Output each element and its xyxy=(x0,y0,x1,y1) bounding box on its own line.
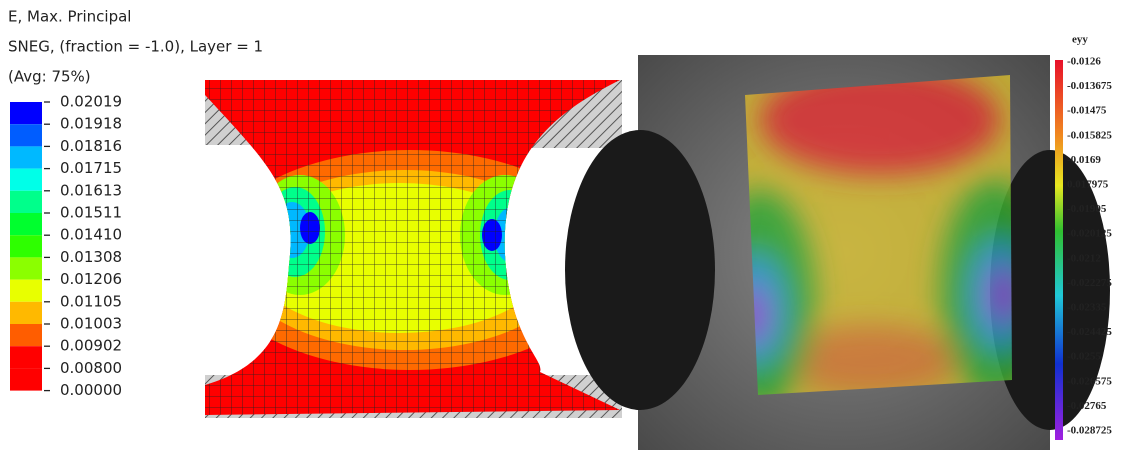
legend-label: -0.015825 xyxy=(1067,129,1112,141)
legend-label: 0.017975 xyxy=(1067,179,1109,191)
legend-title: E, Max. Principal SNEG, (fraction = -1.0)… xyxy=(8,8,263,86)
legend-label: -0.02335 xyxy=(1067,302,1107,314)
legend-title: SNEG, (fraction = -1.0), Layer = 1 xyxy=(8,38,263,56)
legend-label: -0.026575 xyxy=(1067,375,1112,387)
color-swatch xyxy=(10,279,42,302)
legend-label: 0.01511 xyxy=(60,204,122,222)
color-swatch xyxy=(10,324,42,347)
legend-label: 0.01308 xyxy=(60,248,122,266)
legend-label: -0.01475 xyxy=(1067,105,1107,117)
color-swatch xyxy=(10,102,42,125)
legend-label: 0.00902 xyxy=(60,337,122,355)
color-swatch xyxy=(10,301,42,324)
legend-label: -0.0169 xyxy=(1067,154,1101,166)
legend-label: -0.028725 xyxy=(1067,425,1112,437)
legend-label: 0.01918 xyxy=(60,115,122,133)
legend-label: -0.013675 xyxy=(1067,80,1112,92)
legend-title: eyy xyxy=(1072,34,1088,46)
color-swatch xyxy=(10,124,42,147)
color-bar xyxy=(1055,60,1063,440)
legend-label: -0.01905 xyxy=(1067,203,1107,215)
dic-photo xyxy=(565,55,1110,450)
color-swatch xyxy=(10,346,42,369)
legend-label: -0.0255 xyxy=(1067,351,1101,363)
color-swatch xyxy=(10,146,42,169)
color-swatch xyxy=(10,213,42,236)
legend: 0.02019 0.01918 0.01816 0.01715 0.01613 0.015… xyxy=(10,93,122,399)
legend-label: -0.02765 xyxy=(1067,400,1107,412)
legend-label: 0.01410 xyxy=(60,226,122,244)
fea-model xyxy=(205,80,622,418)
legend-label: 0.01206 xyxy=(60,270,122,288)
legend-label: 0.00000 xyxy=(60,381,122,399)
color-swatch xyxy=(10,168,42,191)
color-swatch xyxy=(10,235,42,258)
legend-label: 0.01613 xyxy=(60,181,122,199)
color-swatch xyxy=(10,368,42,391)
legend-label: 0.01715 xyxy=(60,159,122,177)
legend-label: -0.020125 xyxy=(1067,228,1112,240)
legend-title: (Avg: 75%) xyxy=(8,68,91,86)
legend-label: -0.0212 xyxy=(1067,252,1101,264)
legend-label: 0.00800 xyxy=(60,359,122,377)
legend-label: 0.01105 xyxy=(60,292,122,310)
legend-label: -0.0126 xyxy=(1067,56,1101,68)
legend-label: 0.01003 xyxy=(60,315,122,333)
color-swatch xyxy=(10,257,42,280)
legend-label: 0.01816 xyxy=(60,137,122,155)
legend: eyy -0.0126 -0.013675 -0.01475 -0.015825 -0.0… xyxy=(1067,34,1112,437)
legend-title: E, Max. Principal xyxy=(8,8,131,26)
legend-label: 0.02019 xyxy=(60,93,122,111)
legend-label: -0.024425 xyxy=(1067,326,1112,338)
color-swatch xyxy=(10,190,42,213)
legend-label: -0.022275 xyxy=(1067,277,1112,289)
